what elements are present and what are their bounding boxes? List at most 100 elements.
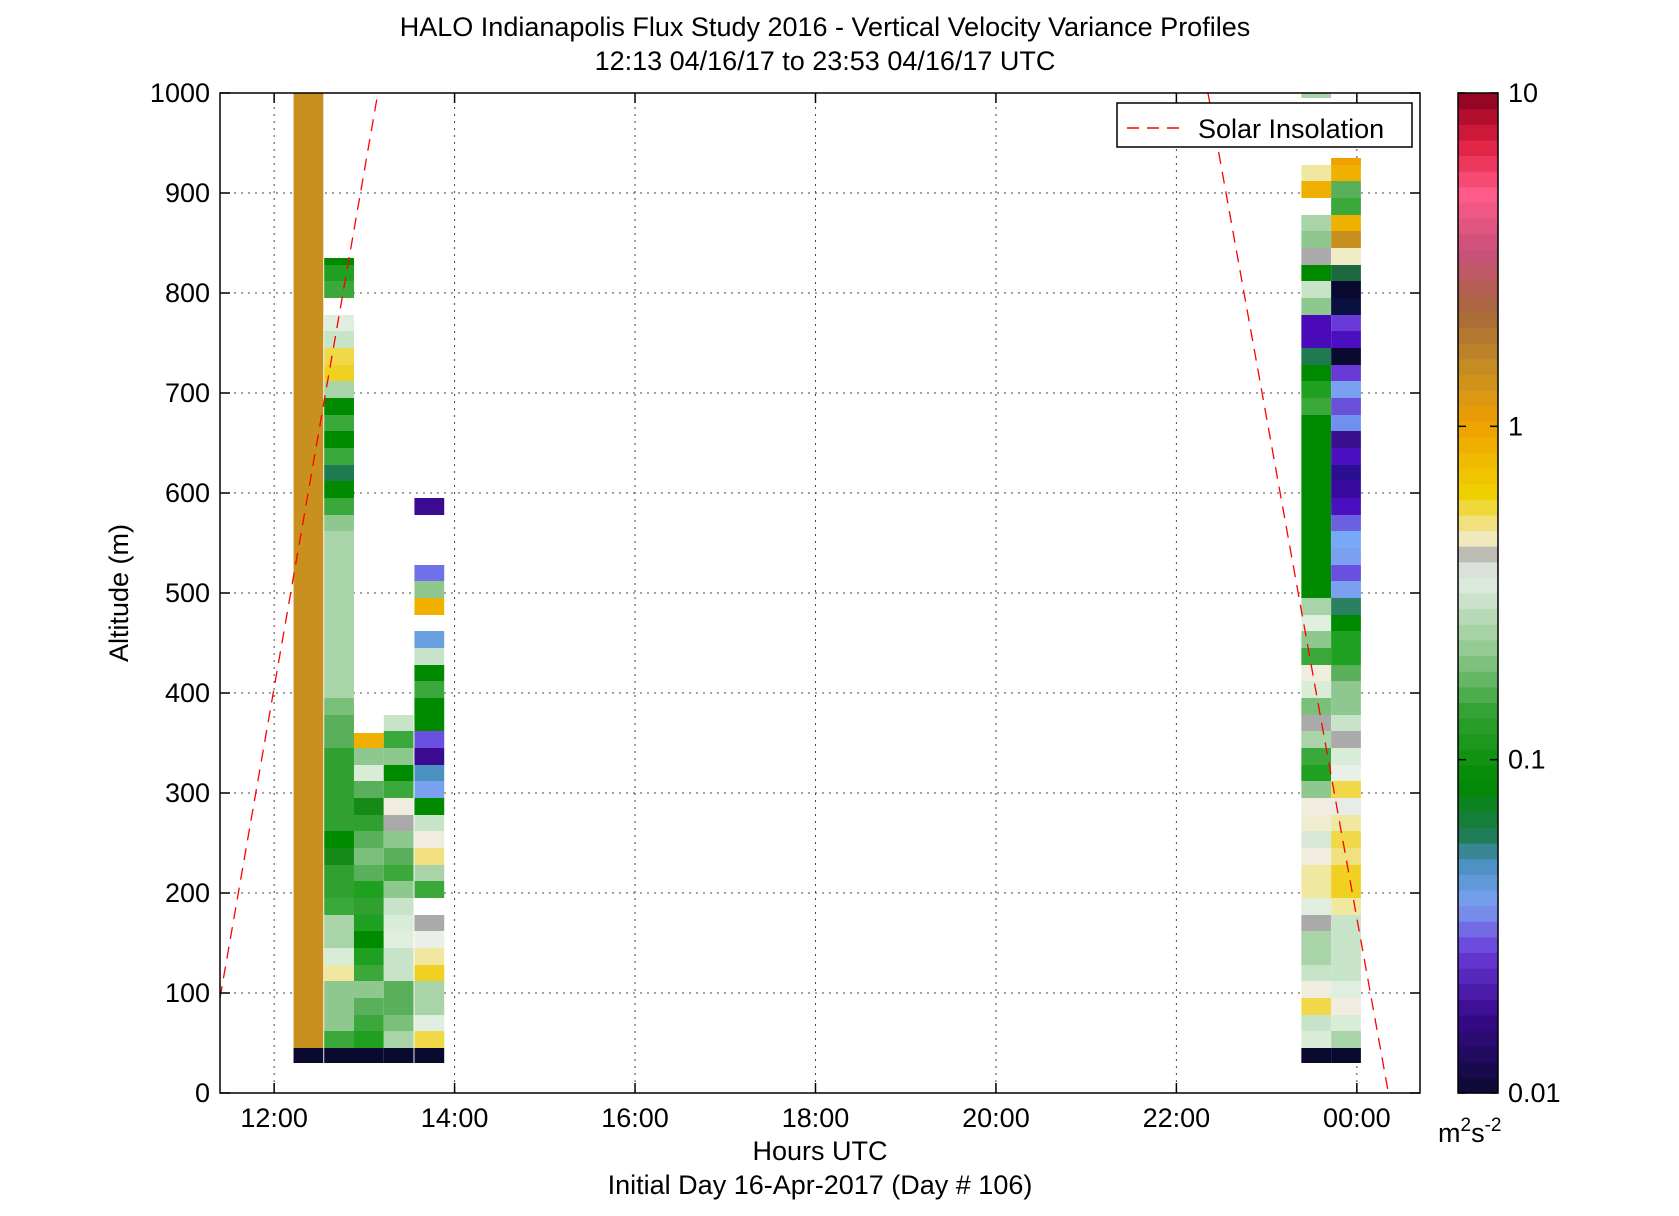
heatmap-cell [383, 981, 414, 998]
heatmap-cell [1331, 681, 1361, 715]
colorbar-band [1458, 936, 1498, 953]
legend-label-solar-insolation: Solar Insolation [1198, 114, 1384, 144]
x-tick-label: 16:00 [601, 1103, 669, 1133]
heatmap-cell [353, 865, 384, 881]
heatmap-cell [1331, 181, 1361, 198]
solar-insolation-lines [219, 92, 1390, 1094]
heatmap-cell [1331, 281, 1361, 298]
heatmap-cell [1331, 348, 1361, 365]
heatmap-cell [1301, 998, 1332, 1015]
heatmap-cell [414, 648, 445, 665]
heatmap-cell [324, 281, 354, 298]
heatmap-cell [414, 665, 445, 681]
heatmap-cell [353, 798, 384, 815]
x-tick-label: 22:00 [1143, 1103, 1211, 1133]
heatmap-cell [1301, 965, 1332, 981]
heatmap-cell [353, 831, 384, 848]
heatmap-cell [1331, 331, 1361, 348]
heatmap-cell [353, 733, 384, 748]
heatmap-cell [324, 715, 354, 748]
colorbar-band [1458, 530, 1498, 547]
heatmap-cell [383, 748, 414, 765]
heatmap-cell [1331, 831, 1361, 848]
heatmap-cell [414, 565, 445, 581]
heatmap-cell [324, 398, 354, 415]
solar-insolation-line [1207, 92, 1390, 1094]
colorbar-band [1458, 124, 1498, 141]
colorbar-band [1458, 108, 1498, 125]
heatmap-cell [353, 965, 384, 981]
colorbar-band [1458, 796, 1498, 813]
colorbar-band [1458, 764, 1498, 782]
colorbar-band [1458, 624, 1498, 641]
heatmap-cell [414, 1015, 445, 1031]
colorbar-tick-label: 0.01 [1508, 1078, 1561, 1108]
heatmap-cell [1331, 998, 1361, 1015]
heatmap-cell [1331, 515, 1361, 531]
heatmap-cell [1301, 715, 1332, 731]
colorbar-band [1458, 561, 1498, 578]
colorbar-band [1458, 718, 1498, 735]
heatmap-cell [1301, 981, 1332, 998]
heatmap-cell [324, 331, 354, 348]
heatmap-cell [353, 1015, 384, 1031]
heatmap-cell [324, 965, 354, 981]
heatmap-cell [353, 948, 384, 965]
y-tick-label: 800 [165, 278, 210, 308]
colorbar-band [1458, 905, 1498, 922]
heatmap-cell [1301, 765, 1332, 781]
heatmap-cell [414, 631, 445, 648]
y-tick-label: 900 [165, 178, 210, 208]
x-tick-label: 14:00 [421, 1103, 489, 1133]
colorbar-band [1458, 249, 1498, 266]
colorbar-band [1458, 780, 1498, 797]
heatmap-cell [414, 798, 445, 815]
x-axis-ticks: 12:00 14:00 16:00 18:00 20:00 22:00 00:00 [240, 93, 1391, 1133]
heatmap-cell [1331, 415, 1361, 431]
colorbar-band [1458, 1046, 1498, 1063]
heatmap-cell [1301, 1031, 1332, 1048]
colorbar-band [1458, 280, 1498, 297]
heatmap-cell [353, 981, 384, 998]
heatmap-cell [324, 948, 354, 965]
heatmap-cell [1331, 1015, 1361, 1031]
colorbar-band [1458, 639, 1498, 657]
heatmap-cell [1331, 765, 1361, 781]
x-tick-label: 12:00 [240, 1103, 308, 1133]
heatmap-cell [324, 1048, 354, 1063]
heatmap-cell [383, 731, 414, 748]
y-tick-label: 400 [165, 678, 210, 708]
heatmap-cell [383, 898, 414, 915]
heatmap-cell [324, 258, 354, 265]
heatmap-cell [353, 815, 384, 831]
heatmap-cell [1301, 931, 1332, 965]
heatmap-cell [1331, 598, 1361, 615]
x-tick-label: 18:00 [782, 1103, 850, 1133]
heatmap-cell [1331, 1048, 1361, 1063]
heatmap-cell [414, 765, 445, 781]
y-tick-label: 500 [165, 578, 210, 608]
heatmap-cell [324, 748, 354, 765]
heatmap-cell [383, 848, 414, 865]
heatmap-cell [414, 698, 445, 715]
heatmap-cell [1301, 415, 1332, 598]
colorbar-band [1458, 218, 1498, 235]
heatmap-cell [353, 898, 384, 915]
heatmap-cell [1331, 481, 1361, 498]
heatmap-cell [414, 865, 445, 881]
colorbar-band [1458, 405, 1498, 422]
heatmap-cell [324, 448, 354, 465]
y-axis-label: Altitude (m) [104, 524, 134, 662]
heatmap-cell [1301, 915, 1332, 931]
colorbar-band [1458, 436, 1498, 453]
x-axis-label-secondary: Initial Day 16-Apr-2017 (Day # 106) [608, 1170, 1033, 1200]
heatmap-cell [383, 881, 414, 898]
heatmap-cell [1301, 281, 1332, 298]
colorbar-tick-label: 1 [1508, 411, 1523, 441]
x-axis-label: Hours UTC [752, 1136, 887, 1166]
heatmap-cell [1301, 665, 1332, 681]
colorbar-band [1458, 889, 1498, 907]
heatmap-cell [1331, 548, 1361, 565]
colorbar-band [1458, 702, 1498, 719]
heatmap-cell [383, 831, 414, 848]
